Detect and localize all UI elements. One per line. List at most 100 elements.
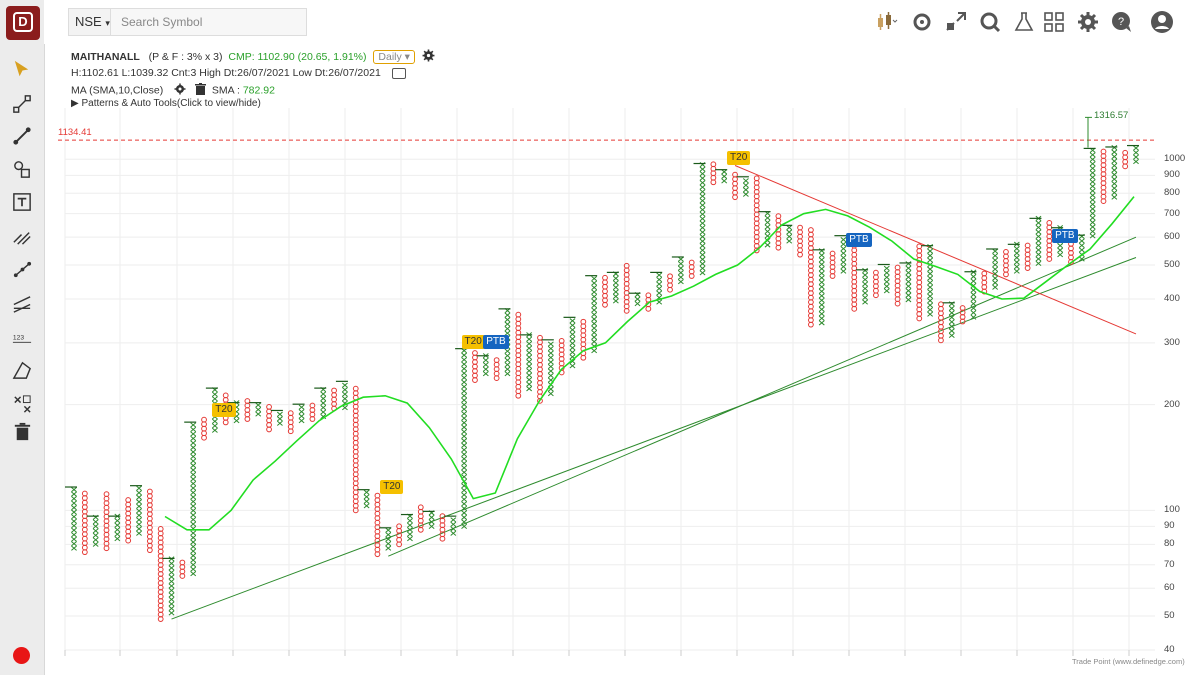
user-icon[interactable]: [1150, 10, 1174, 34]
o-mark: [515, 347, 522, 354]
o-mark: [807, 258, 814, 265]
exchange-select[interactable]: NSE ▾: [68, 8, 110, 36]
o-mark: [374, 533, 381, 540]
o-mark: [807, 312, 814, 319]
x-mark: [591, 307, 598, 313]
chat-icon[interactable]: ?: [1110, 10, 1134, 34]
shape-icon[interactable]: [9, 157, 35, 181]
o-mark: [753, 206, 760, 213]
magnet-icon[interactable]: [9, 392, 35, 416]
line-icon[interactable]: [9, 92, 35, 116]
measure-icon[interactable]: 123: [9, 326, 35, 350]
patterns-toggle[interactable]: ▶ Patterns & Auto Tools(Click to view/hi…: [71, 98, 261, 109]
x-mark: [461, 505, 468, 511]
y-tick-label: 300: [1164, 336, 1180, 348]
sma-line: [164, 196, 1135, 531]
o-mark: [146, 488, 153, 495]
o-mark: [417, 504, 424, 511]
x-mark: [591, 325, 598, 331]
x-mark: [862, 281, 869, 287]
x-mark: [190, 444, 197, 451]
app-logo[interactable]: D: [6, 6, 40, 40]
o-mark: [146, 529, 153, 536]
ma-delete-icon[interactable]: [195, 83, 207, 98]
x-mark: [883, 270, 890, 276]
x-mark: [699, 261, 706, 267]
expand-icon[interactable]: [944, 10, 968, 34]
o-mark: [580, 350, 587, 357]
x-column: [444, 515, 457, 536]
x-mark: [764, 219, 771, 226]
pointer-icon[interactable]: [9, 58, 35, 82]
o-mark: [916, 247, 923, 254]
y-tick-label: 800: [1164, 187, 1180, 199]
x-mark: [1111, 194, 1118, 200]
o-mark: [829, 264, 836, 270]
x-mark: [92, 523, 99, 529]
x-mark: [862, 299, 869, 305]
trend-line-icon[interactable]: [9, 124, 35, 148]
x-mark: [1089, 233, 1096, 239]
o-mark: [580, 341, 587, 348]
ma-settings-icon[interactable]: [174, 83, 186, 98]
x-mark: [905, 274, 912, 280]
comment-icon[interactable]: [391, 67, 406, 79]
x-mark: [970, 305, 977, 311]
o-mark: [1003, 262, 1009, 269]
x-mark: [190, 440, 197, 446]
o-mark: [623, 280, 630, 287]
o-column: [352, 385, 359, 514]
o-mark: [558, 342, 565, 349]
x-mark: [927, 244, 934, 250]
x-mark: [927, 289, 934, 295]
o-mark: [753, 211, 760, 218]
x-mark: [341, 387, 348, 393]
x-mark: [569, 345, 576, 351]
x-mark: [612, 293, 619, 299]
settings-search-icon[interactable]: [978, 10, 1002, 34]
x-mark: [927, 271, 934, 277]
o-mark: [938, 328, 944, 335]
o-mark: [515, 356, 522, 363]
o-mark: [580, 332, 587, 339]
record-button[interactable]: [13, 647, 30, 664]
o-mark: [807, 276, 814, 283]
lab-icon[interactable]: [1012, 10, 1036, 34]
x-mark: [818, 252, 825, 258]
gear-icon[interactable]: [1076, 10, 1100, 34]
text-tool-icon[interactable]: [9, 190, 35, 214]
o-mark: [244, 407, 251, 413]
candle-chart-icon[interactable]: [872, 10, 904, 34]
o-mark: [201, 425, 207, 432]
trash-icon[interactable]: [9, 420, 35, 444]
gear-alt-icon[interactable]: [910, 10, 934, 34]
o-mark: [537, 334, 543, 341]
x-mark: [818, 302, 825, 308]
o-mark: [981, 270, 988, 277]
search-input[interactable]: Search Symbol: [110, 8, 307, 36]
channel-icon[interactable]: [9, 292, 35, 316]
o-mark: [1003, 266, 1009, 273]
o-mark: [1122, 158, 1129, 165]
o-mark: [352, 421, 359, 428]
o-mark: [1024, 242, 1031, 249]
settings-icon[interactable]: [422, 49, 435, 65]
x-mark: [970, 283, 977, 289]
x-mark: [526, 381, 533, 387]
x-mark: [211, 387, 218, 393]
fib-icon[interactable]: [9, 224, 35, 248]
x-mark: [190, 530, 197, 536]
timeframe-select[interactable]: Daily ▾: [373, 49, 415, 64]
o-mark: [352, 412, 359, 419]
o-mark: [710, 170, 717, 177]
o-mark: [396, 527, 403, 534]
y-tick-label: 200: [1164, 398, 1180, 410]
x-mark: [992, 248, 999, 254]
o-mark: [829, 250, 836, 257]
layout-grid-icon[interactable]: [1042, 10, 1066, 34]
x-mark: [168, 587, 175, 594]
path-icon[interactable]: [9, 258, 35, 282]
x-mark: [190, 566, 197, 572]
projection-icon[interactable]: [9, 358, 35, 382]
o-mark: [894, 282, 901, 289]
